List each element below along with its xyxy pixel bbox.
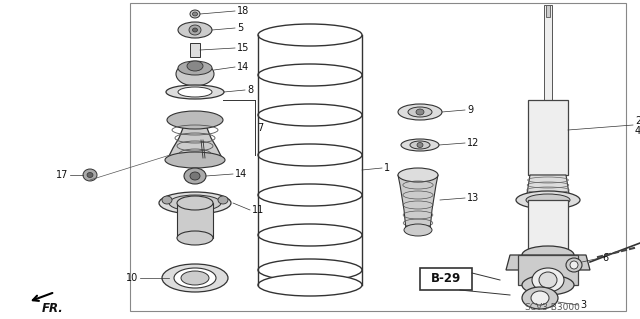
Polygon shape [526, 175, 570, 200]
Ellipse shape [258, 144, 362, 166]
Ellipse shape [258, 64, 362, 86]
Ellipse shape [193, 12, 198, 16]
Text: SCV3-B3000: SCV3-B3000 [524, 303, 580, 313]
Ellipse shape [184, 168, 206, 184]
Ellipse shape [162, 196, 172, 204]
Ellipse shape [189, 25, 201, 35]
Ellipse shape [416, 109, 424, 115]
Text: 12: 12 [467, 138, 479, 148]
Ellipse shape [176, 62, 214, 86]
Bar [546, 5, 550, 17]
Text: 9: 9 [467, 105, 473, 115]
Ellipse shape [516, 191, 580, 209]
Ellipse shape [410, 141, 430, 149]
Bar [544, 5, 552, 180]
Ellipse shape [526, 194, 570, 206]
Ellipse shape [178, 22, 212, 38]
Polygon shape [506, 255, 590, 270]
Ellipse shape [401, 139, 439, 151]
Ellipse shape [83, 169, 97, 181]
Ellipse shape [258, 104, 362, 126]
Bar [518, 255, 578, 285]
Text: 2: 2 [635, 116, 640, 126]
Ellipse shape [539, 272, 557, 288]
Text: 18: 18 [237, 6, 249, 16]
Ellipse shape [398, 104, 442, 120]
Text: 13: 13 [467, 193, 479, 203]
Text: 6: 6 [602, 253, 608, 263]
Text: B-29: B-29 [431, 272, 461, 286]
Ellipse shape [566, 258, 582, 272]
Ellipse shape [531, 291, 549, 305]
Ellipse shape [218, 196, 228, 204]
Ellipse shape [522, 246, 574, 264]
Text: 10: 10 [125, 273, 138, 283]
Ellipse shape [169, 195, 221, 211]
Ellipse shape [190, 10, 200, 18]
Text: FR.: FR. [42, 301, 64, 315]
Ellipse shape [190, 172, 200, 180]
Bar [528, 100, 568, 175]
Text: 7: 7 [257, 123, 263, 133]
Ellipse shape [174, 268, 216, 288]
Ellipse shape [187, 61, 203, 71]
Text: 14: 14 [235, 169, 247, 179]
Ellipse shape [87, 173, 93, 177]
Bar [130, 3, 626, 311]
Ellipse shape [258, 274, 362, 296]
Ellipse shape [165, 152, 225, 168]
Text: 14: 14 [237, 62, 249, 72]
Text: 17: 17 [56, 170, 68, 180]
Ellipse shape [159, 192, 231, 214]
Text: 11: 11 [252, 205, 264, 215]
Ellipse shape [398, 168, 438, 182]
Ellipse shape [178, 87, 212, 97]
Text: 4: 4 [635, 126, 640, 136]
Ellipse shape [417, 143, 423, 147]
Ellipse shape [404, 224, 432, 236]
Ellipse shape [258, 24, 362, 46]
Bar [420, 268, 472, 290]
Ellipse shape [177, 196, 213, 210]
Ellipse shape [408, 107, 432, 117]
Bar [528, 200, 568, 255]
Text: 1: 1 [384, 163, 390, 173]
Text: 8: 8 [247, 85, 253, 95]
Bar [177, 203, 213, 238]
Ellipse shape [193, 28, 198, 32]
Bar [190, 43, 200, 57]
Ellipse shape [570, 261, 578, 269]
Text: 3: 3 [580, 300, 586, 310]
Ellipse shape [162, 264, 228, 292]
Text: 5: 5 [237, 23, 243, 33]
Ellipse shape [532, 268, 564, 292]
Ellipse shape [522, 275, 574, 295]
Ellipse shape [181, 271, 209, 285]
Ellipse shape [258, 184, 362, 206]
Ellipse shape [177, 231, 213, 245]
Ellipse shape [166, 85, 224, 99]
Ellipse shape [522, 287, 558, 309]
Polygon shape [398, 175, 438, 230]
Ellipse shape [258, 259, 362, 281]
Polygon shape [167, 120, 223, 160]
Ellipse shape [178, 61, 212, 75]
Ellipse shape [167, 111, 223, 129]
Ellipse shape [258, 224, 362, 246]
Text: 15: 15 [237, 43, 250, 53]
